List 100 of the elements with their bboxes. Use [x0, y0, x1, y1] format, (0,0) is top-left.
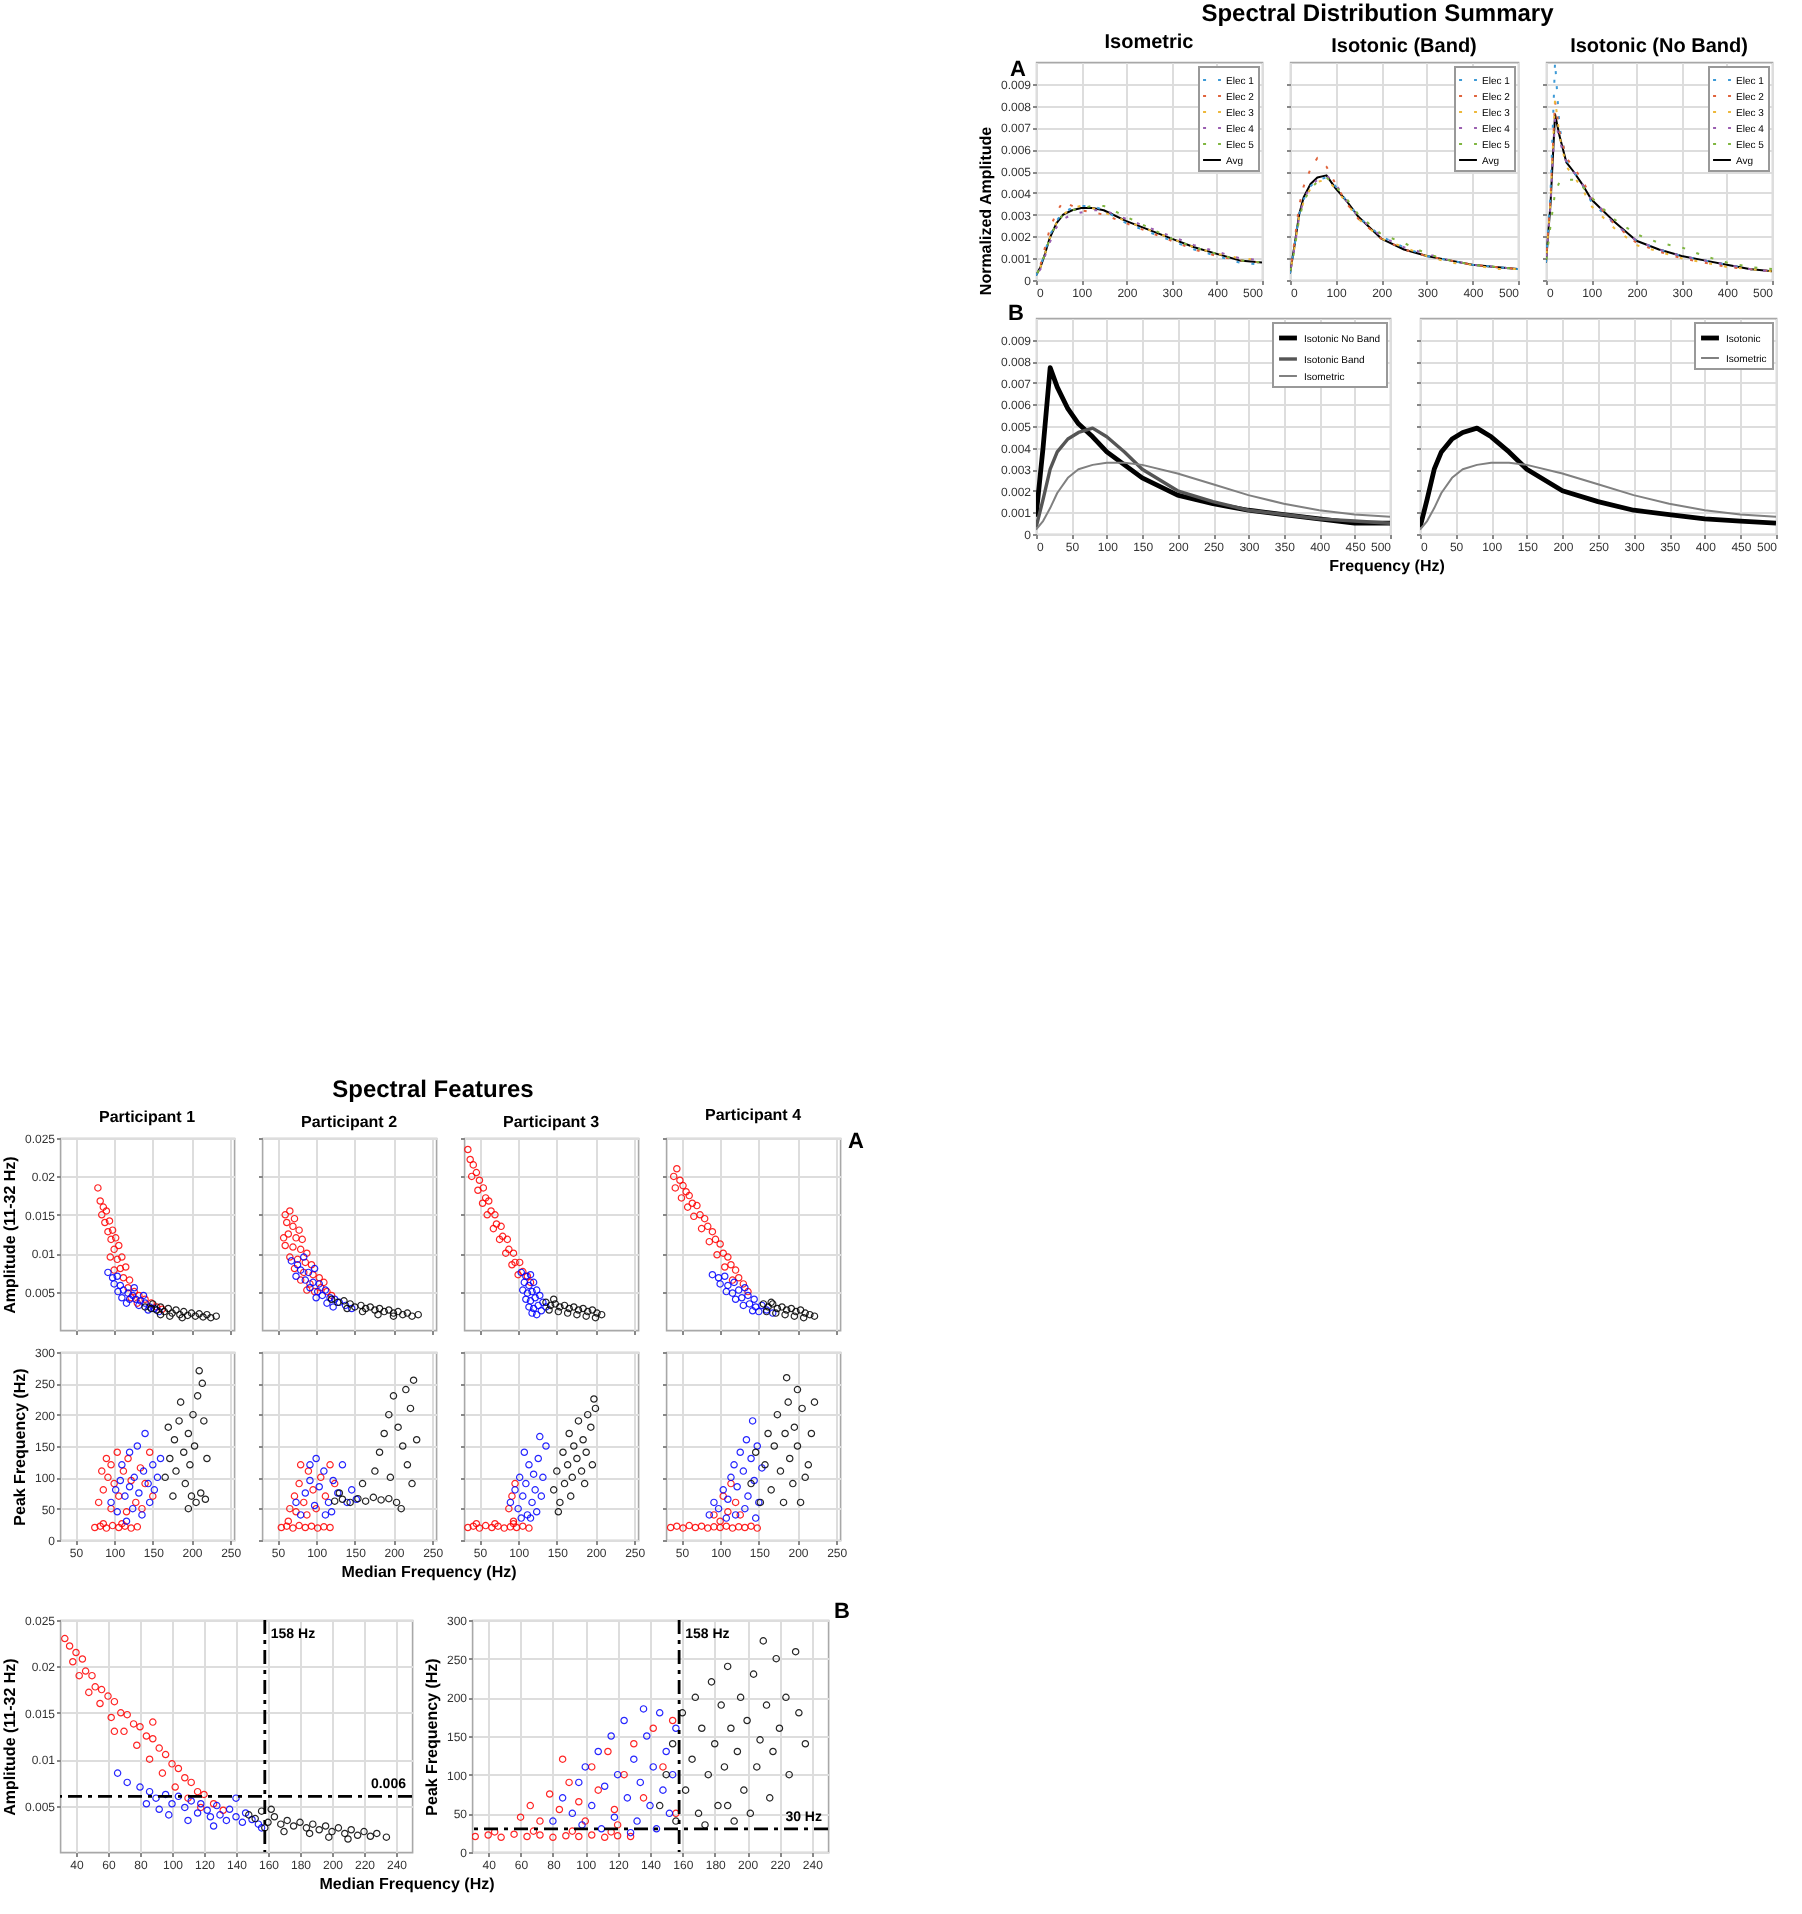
point: [284, 1230, 293, 1238]
point: [536, 1831, 544, 1839]
point: [679, 1524, 687, 1532]
point: [199, 1313, 207, 1321]
point: [739, 1301, 748, 1310]
point: [115, 1523, 123, 1532]
point: [529, 1827, 538, 1835]
text: Spectral Distribution Summary: [1201, 0, 1555, 28]
point: [772, 1654, 780, 1663]
point: [361, 1304, 370, 1313]
point: [303, 1511, 311, 1519]
point: [734, 1523, 743, 1531]
point: [373, 1829, 381, 1838]
point: [124, 1284, 132, 1292]
point: [691, 1523, 700, 1532]
point: [509, 1519, 518, 1528]
point: [526, 1514, 535, 1522]
x-axis-title: Median Frequency (Hz): [341, 1563, 518, 1581]
point: [534, 1301, 542, 1310]
point: [516, 1813, 525, 1821]
point: [464, 1145, 472, 1154]
point: [472, 1519, 481, 1528]
point: [720, 1763, 729, 1771]
point: [181, 1774, 189, 1782]
point: [110, 1245, 118, 1254]
point: [267, 1805, 275, 1814]
point: [508, 1492, 516, 1500]
point: [722, 1514, 731, 1522]
point: [503, 1235, 512, 1244]
point: [145, 1498, 154, 1507]
point: [317, 1473, 325, 1482]
point: [289, 1524, 297, 1532]
point: [610, 1813, 619, 1821]
point: [738, 1293, 746, 1302]
point: [88, 1671, 96, 1680]
point: [736, 1511, 744, 1519]
point: [722, 1287, 731, 1296]
point: [338, 1495, 347, 1504]
point: [655, 1709, 664, 1717]
point: [412, 1435, 421, 1444]
point: [676, 1176, 684, 1184]
point: [523, 1511, 532, 1519]
point: [123, 1710, 131, 1719]
point: [102, 1524, 111, 1532]
point: [357, 1301, 365, 1310]
point: [796, 1498, 805, 1507]
point: [509, 1517, 518, 1525]
point: [731, 1498, 740, 1507]
point: [668, 1739, 677, 1748]
chart-title: Participant 1: [98, 1108, 197, 1126]
point: [639, 1705, 648, 1713]
point: [302, 1824, 311, 1832]
point: [487, 1207, 495, 1215]
point: [704, 1524, 712, 1532]
point: [565, 1778, 573, 1787]
point: [747, 1522, 755, 1530]
point: [534, 1454, 542, 1463]
point: [122, 1517, 131, 1525]
point: [743, 1716, 751, 1725]
point: [104, 1268, 112, 1277]
point: [392, 1498, 401, 1507]
point: [158, 1769, 167, 1777]
point: [733, 1482, 741, 1491]
point: [72, 1648, 80, 1657]
point: [334, 1824, 343, 1832]
point: [193, 1809, 202, 1817]
point: [304, 1467, 313, 1475]
point: [677, 1194, 686, 1202]
point: [604, 1747, 612, 1756]
point: [570, 1442, 578, 1450]
point: [290, 1214, 299, 1223]
point: [207, 1313, 215, 1322]
point: [120, 1727, 128, 1736]
point: [727, 1260, 735, 1269]
point: [607, 1732, 615, 1740]
point: [118, 1461, 126, 1469]
chart-title: Isometric: [1104, 32, 1195, 54]
point: [192, 1498, 200, 1507]
point: [701, 1821, 709, 1829]
point: [374, 1310, 382, 1319]
point: [328, 1827, 336, 1836]
point: [575, 1797, 583, 1806]
point: [128, 1504, 137, 1513]
point: [338, 1461, 347, 1469]
point: [161, 1473, 169, 1482]
point: [716, 1523, 724, 1532]
point: [119, 1274, 128, 1282]
point: [734, 1274, 743, 1282]
point: [748, 1417, 757, 1425]
point: [184, 1816, 192, 1825]
point: [759, 1637, 768, 1645]
text: B: [834, 1600, 851, 1624]
point: [113, 1508, 121, 1516]
point: [320, 1523, 328, 1531]
point: [727, 1724, 735, 1733]
point: [113, 1448, 121, 1457]
point: [549, 1833, 557, 1842]
point: [556, 1303, 564, 1311]
point: [472, 1832, 479, 1841]
chart-title: Participant 4: [704, 1106, 803, 1124]
